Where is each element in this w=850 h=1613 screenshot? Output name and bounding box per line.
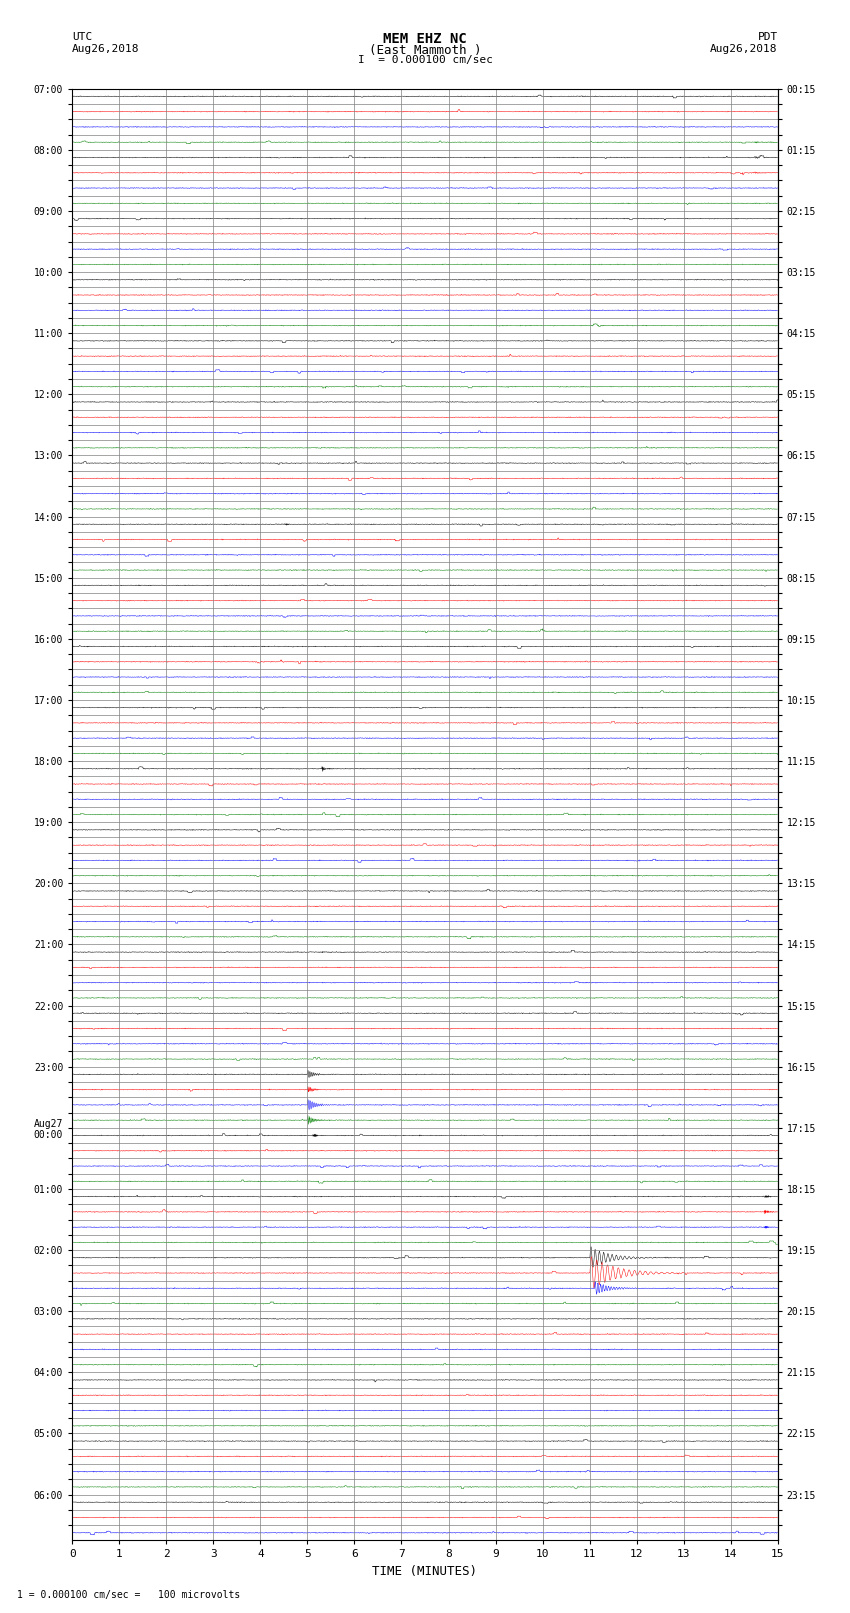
Text: (East Mammoth ): (East Mammoth ) [369, 44, 481, 56]
Text: I  = 0.000100 cm/sec: I = 0.000100 cm/sec [358, 55, 492, 65]
Text: Aug26,2018: Aug26,2018 [711, 44, 778, 53]
Text: Aug26,2018: Aug26,2018 [72, 44, 139, 53]
Text: PDT: PDT [757, 32, 778, 42]
Text: 1 = 0.000100 cm/sec =   100 microvolts: 1 = 0.000100 cm/sec = 100 microvolts [17, 1590, 241, 1600]
X-axis label: TIME (MINUTES): TIME (MINUTES) [372, 1565, 478, 1578]
Text: UTC: UTC [72, 32, 93, 42]
Text: MEM EHZ NC: MEM EHZ NC [383, 32, 467, 47]
